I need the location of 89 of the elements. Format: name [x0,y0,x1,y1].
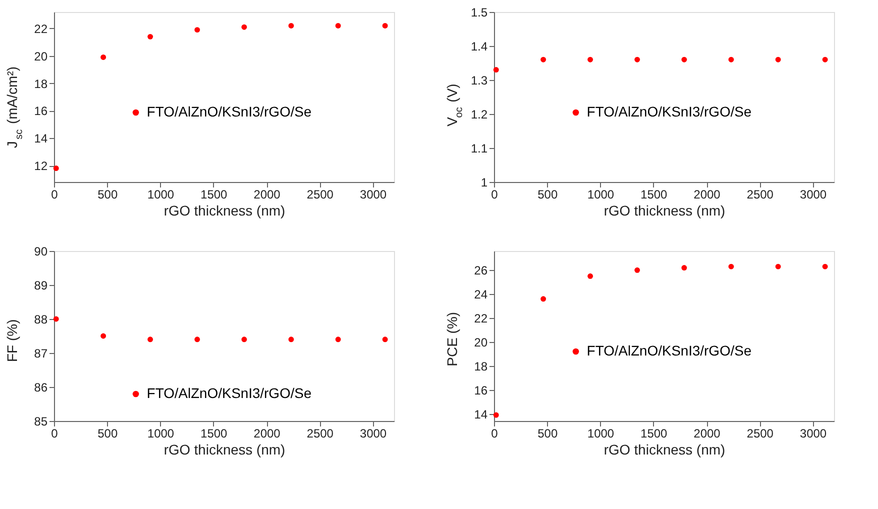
point [241,24,247,30]
y-tick-label: 1.1 [470,142,488,156]
y-tick-label: 20 [474,335,488,350]
point [53,316,59,322]
point [148,336,153,342]
y-tick-label: 1 [480,176,488,190]
legend-label: FTO/AlZnO/KSnI3/rGO/Se [146,385,312,401]
point [241,336,247,342]
point [540,296,546,302]
point [681,265,687,270]
x-axis-title: rGO thickness (nm) [164,202,286,218]
y-axis-title: Jsc (mA/cm²) [4,66,25,148]
x-tick-label: 3000 [800,426,827,440]
point [382,336,388,342]
x-tick-label: 0 [491,426,498,440]
y-tick-label: 14 [474,407,488,422]
legend-label: FTO/AlZnO/KSnI3/rGO/Se [586,342,752,358]
y-tick-label: 16 [474,383,488,398]
y-tick-label: 14 [34,132,48,146]
y-tick-label: 18 [474,359,488,374]
x-tick-label: 2500 [306,188,334,202]
legend-label: FTO/AlZnO/KSnI3/rGO/Se [146,104,312,120]
y-axis-title: PCE (%) [444,312,460,366]
y-tick-label: 1.5 [470,6,488,20]
y-tick-label: 22 [34,22,48,36]
x-tick-label: 3000 [360,188,387,202]
y-tick-label: 24 [474,288,488,302]
x-tick-label: 1500 [640,188,668,202]
x-tick-label: 500 [98,426,118,440]
y-tick-label: 1.2 [470,108,488,122]
y-tick-label: 90 [34,244,48,258]
x-axis-title: rGO thickness (nm) [164,442,286,458]
y-tick-label: 89 [34,278,48,292]
x-tick-label: 3000 [800,188,827,202]
x-tick-label: 0 [491,188,498,202]
point [382,22,388,28]
x-tick-label: 0 [51,188,58,202]
x-tick-label: 2500 [306,426,334,440]
x-tick-label: 1500 [200,188,228,202]
x-tick-label: 1500 [640,426,668,440]
point [288,336,294,342]
point [288,22,294,28]
point [335,22,341,28]
x-tick-label: 500 [538,188,558,202]
x-tick-label: 2000 [254,188,281,202]
point [634,267,640,273]
legend-label: FTO/AlZnO/KSnI3/rGO/Se [586,104,752,120]
x-tick-label: 500 [98,188,118,202]
point [493,412,499,418]
y-tick-label: 1.3 [470,74,488,88]
point [100,333,106,339]
x-axis-title: rGO thickness (nm) [604,202,726,218]
x-tick-label: 0 [51,426,58,440]
point [100,54,106,60]
x-tick-label: 2000 [254,426,281,440]
x-axis-title: rGO thickness (nm) [604,442,726,458]
y-tick-label: 22 [474,312,488,326]
y-tick-label: 12 [34,159,48,174]
point [148,34,153,40]
y-axis-title: Voc (V) [444,84,465,126]
x-tick-label: 1000 [147,426,174,440]
y-tick-label: 88 [34,312,48,326]
point [728,264,734,270]
y-tick-label: 1.4 [470,40,488,54]
x-tick-label: 1000 [147,188,174,202]
y-axis-title: FF (%) [4,319,20,362]
y-tick-label: 20 [34,49,48,64]
point [335,336,341,342]
x-tick-label: 2500 [746,188,774,202]
x-tick-label: 2500 [746,426,774,440]
x-tick-label: 1500 [200,426,228,440]
point [53,166,59,172]
x-tick-label: 1000 [587,188,614,202]
point [822,264,828,270]
x-tick-label: 3000 [360,426,387,440]
y-tick-label: 26 [474,264,488,278]
y-tick-label: 18 [34,76,48,91]
point [194,336,200,342]
x-tick-label: 1000 [587,426,614,440]
point [775,264,781,270]
y-tick-label: 86 [34,380,48,394]
x-tick-label: 500 [538,426,558,440]
y-tick-label: 16 [34,104,48,118]
x-tick-label: 2000 [694,188,721,202]
x-tick-label: 2000 [694,426,721,440]
y-tick-label: 85 [34,414,48,428]
point [588,273,593,279]
y-tick-label: 87 [34,346,48,360]
point [194,27,200,33]
